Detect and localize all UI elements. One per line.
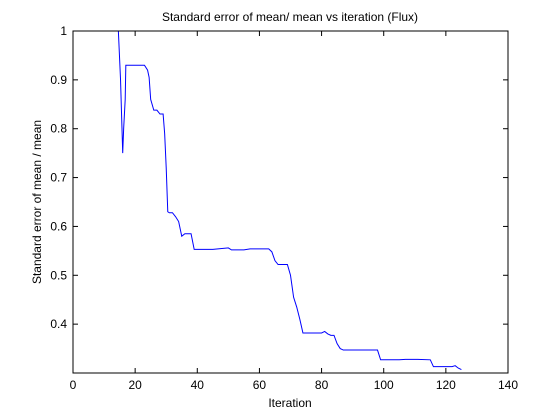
x-tick-label: 20	[128, 378, 142, 392]
y-tick-label: 0.5	[50, 268, 67, 282]
tick-labels: 0 20 40 60 80 100 120 140 0.4 0.5 0.6 0.7 0.8 0.9 1	[50, 24, 518, 392]
y-axis-title: Standard error of mean / mean	[30, 120, 44, 284]
plot-frame	[72, 30, 509, 374]
y-tick-label: 0.4	[50, 317, 67, 331]
y-tick-label: 0.6	[50, 219, 67, 233]
y-tick-label: 0.7	[50, 171, 67, 185]
chart-title: Standard error of mean/ mean vs iteratio…	[162, 10, 418, 24]
y-tick-label: 0.8	[50, 122, 67, 136]
x-tick-label: 40	[191, 378, 205, 392]
x-tick-label: 140	[498, 378, 518, 392]
x-tick-label: 80	[315, 378, 329, 392]
x-tick-label: 120	[436, 378, 456, 392]
x-tick-label: 60	[253, 378, 267, 392]
x-tick-label: 0	[70, 378, 77, 392]
x-axis-title: Iteration	[268, 396, 311, 410]
y-tick-label: 0.9	[50, 73, 67, 87]
x-tick-label: 100	[374, 378, 394, 392]
y-tick-label: 1	[60, 24, 67, 38]
series-line	[117, 30, 462, 371]
plot-background	[73, 31, 508, 373]
